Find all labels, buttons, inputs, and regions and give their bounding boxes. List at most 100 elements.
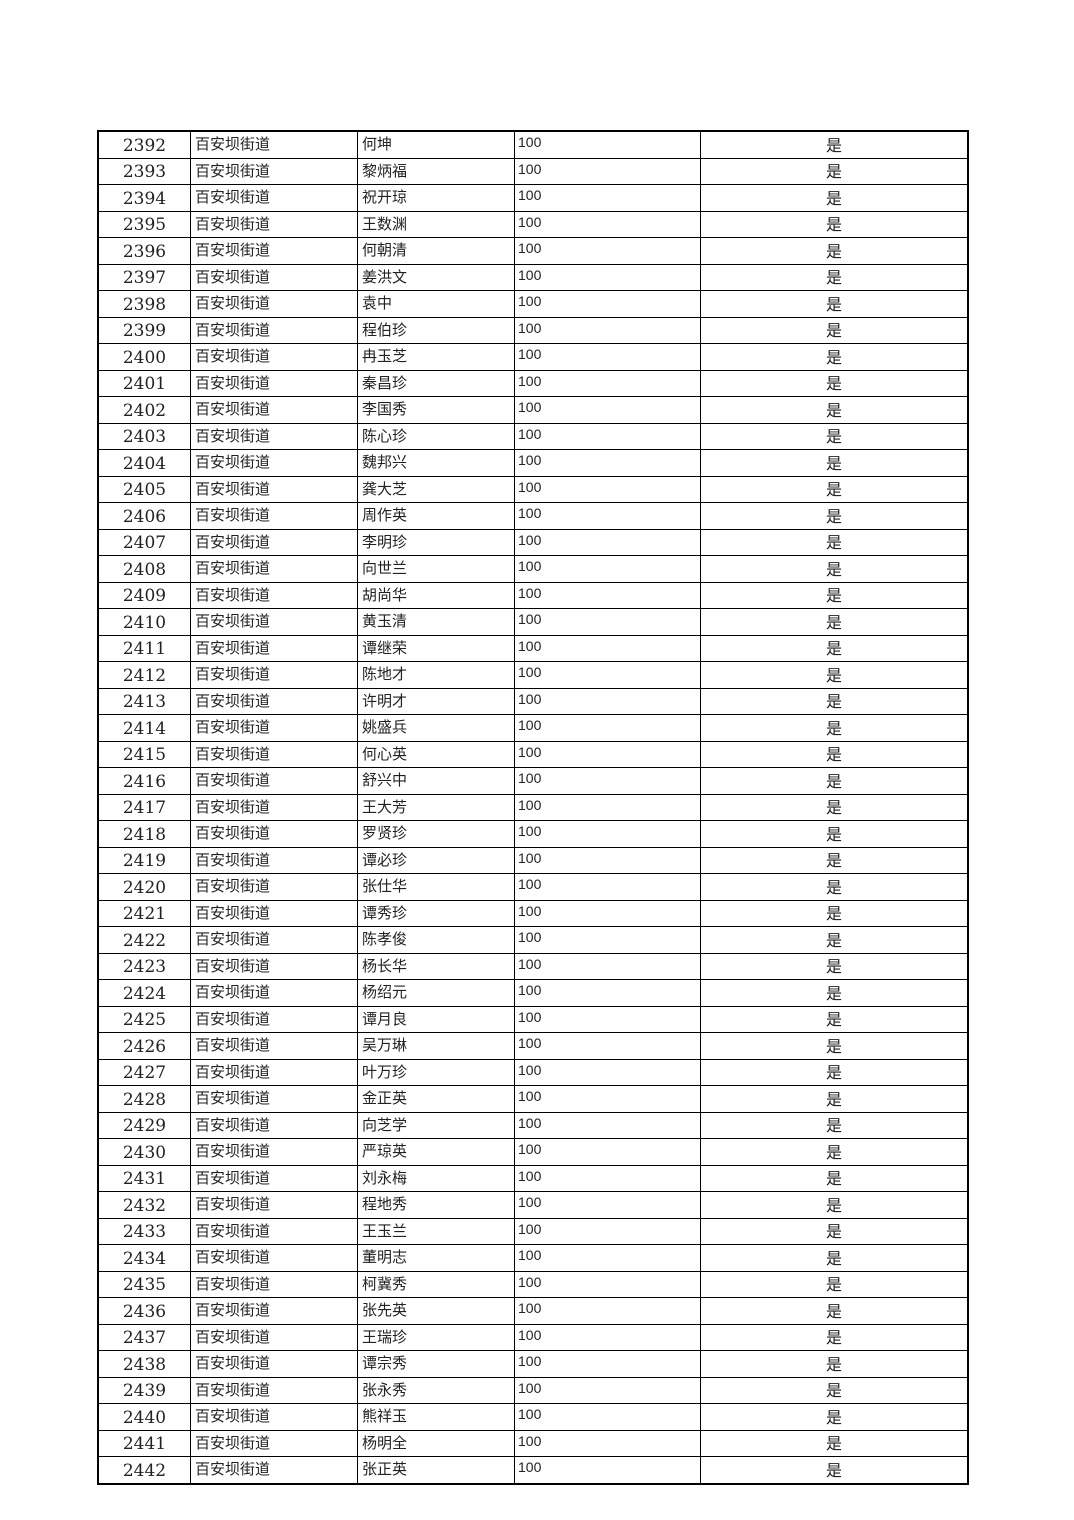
status-cell: 是	[700, 157, 969, 185]
amount-cell: 100	[514, 952, 701, 980]
name-cell: 董明志	[357, 1244, 515, 1272]
status-cell: 是	[700, 263, 969, 291]
amount-cell: 100	[514, 793, 701, 821]
amount-cell: 100	[514, 1005, 701, 1033]
serial-number-cell: 2418	[97, 820, 191, 848]
table-row: 2424 百安坝街道 杨绍元 100 是	[97, 979, 969, 1007]
name-cell: 谭月良	[357, 1005, 515, 1033]
amount-cell: 100	[514, 1270, 701, 1298]
name-cell: 谭必珍	[357, 846, 515, 874]
amount-cell: 100	[514, 926, 701, 954]
amount-cell: 100	[514, 1297, 701, 1325]
street-cell: 百安坝街道	[190, 1005, 358, 1033]
amount-cell: 100	[514, 1403, 701, 1431]
status-cell: 是	[700, 926, 969, 954]
status-cell: 是	[700, 528, 969, 556]
street-cell: 百安坝街道	[190, 1376, 358, 1404]
street-cell: 百安坝街道	[190, 873, 358, 901]
status-cell: 是	[700, 661, 969, 689]
street-cell: 百安坝街道	[190, 316, 358, 344]
street-cell: 百安坝街道	[190, 926, 358, 954]
amount-cell: 100	[514, 1323, 701, 1351]
table-row: 2426 百安坝街道 吴万琳 100 是	[97, 1032, 969, 1060]
street-cell: 百安坝街道	[190, 1350, 358, 1378]
table-row: 2422 百安坝街道 陈孝俊 100 是	[97, 926, 969, 954]
serial-number-cell: 2419	[97, 846, 191, 874]
table-row: 2395 百安坝街道 王数渊 100 是	[97, 210, 969, 238]
serial-number-cell: 2414	[97, 714, 191, 742]
street-cell: 百安坝街道	[190, 687, 358, 715]
status-cell: 是	[700, 1429, 969, 1457]
street-cell: 百安坝街道	[190, 1191, 358, 1219]
status-cell: 是	[700, 1058, 969, 1086]
status-cell: 是	[700, 873, 969, 901]
table-row: 2415 百安坝街道 何心英 100 是	[97, 740, 969, 768]
amount-cell: 100	[514, 449, 701, 477]
status-cell: 是	[700, 1403, 969, 1431]
table-row: 2428 百安坝街道 金正英 100 是	[97, 1085, 969, 1113]
amount-cell: 100	[514, 687, 701, 715]
serial-number-cell: 2398	[97, 290, 191, 318]
table-row: 2398 百安坝街道 袁中 100 是	[97, 290, 969, 318]
street-cell: 百安坝街道	[190, 422, 358, 450]
status-cell: 是	[700, 1297, 969, 1325]
serial-number-cell: 2421	[97, 899, 191, 927]
name-cell: 王瑞珍	[357, 1323, 515, 1351]
status-cell: 是	[700, 1244, 969, 1272]
serial-number-cell: 2433	[97, 1217, 191, 1245]
street-cell: 百安坝街道	[190, 740, 358, 768]
amount-cell: 100	[514, 714, 701, 742]
amount-cell: 100	[514, 1191, 701, 1219]
status-cell: 是	[700, 1350, 969, 1378]
serial-number-cell: 2407	[97, 528, 191, 556]
name-cell: 向芝学	[357, 1111, 515, 1139]
amount-cell: 100	[514, 210, 701, 238]
status-cell: 是	[700, 793, 969, 821]
name-cell: 陈地才	[357, 661, 515, 689]
name-cell: 李国秀	[357, 396, 515, 424]
status-cell: 是	[700, 555, 969, 583]
name-cell: 刘永梅	[357, 1164, 515, 1192]
table-row: 2431 百安坝街道 刘永梅 100 是	[97, 1164, 969, 1192]
status-cell: 是	[700, 449, 969, 477]
street-cell: 百安坝街道	[190, 130, 358, 159]
status-cell: 是	[700, 581, 969, 609]
serial-number-cell: 2410	[97, 608, 191, 636]
street-cell: 百安坝街道	[190, 1111, 358, 1139]
status-cell: 是	[700, 1191, 969, 1219]
table-row: 2437 百安坝街道 王瑞珍 100 是	[97, 1323, 969, 1351]
table-row: 2440 百安坝街道 熊祥玉 100 是	[97, 1403, 969, 1431]
status-cell: 是	[700, 237, 969, 265]
status-cell: 是	[700, 820, 969, 848]
street-cell: 百安坝街道	[190, 502, 358, 530]
table-row: 2425 百安坝街道 谭月良 100 是	[97, 1005, 969, 1033]
status-cell: 是	[700, 316, 969, 344]
table-row: 2408 百安坝街道 向世兰 100 是	[97, 555, 969, 583]
status-cell: 是	[700, 846, 969, 874]
status-cell: 是	[700, 899, 969, 927]
street-cell: 百安坝街道	[190, 1403, 358, 1431]
amount-cell: 100	[514, 581, 701, 609]
amount-cell: 100	[514, 422, 701, 450]
name-cell: 龚大芝	[357, 475, 515, 503]
street-cell: 百安坝街道	[190, 396, 358, 424]
amount-cell: 100	[514, 873, 701, 901]
street-cell: 百安坝街道	[190, 1058, 358, 1086]
name-cell: 吴万琳	[357, 1032, 515, 1060]
street-cell: 百安坝街道	[190, 237, 358, 265]
amount-cell: 100	[514, 1032, 701, 1060]
status-cell: 是	[700, 1111, 969, 1139]
table-row: 2396 百安坝街道 何朝清 100 是	[97, 237, 969, 265]
serial-number-cell: 2440	[97, 1403, 191, 1431]
amount-cell: 100	[514, 1058, 701, 1086]
status-cell: 是	[700, 979, 969, 1007]
amount-cell: 100	[514, 343, 701, 371]
status-cell: 是	[700, 1005, 969, 1033]
name-cell: 陈孝俊	[357, 926, 515, 954]
amount-cell: 100	[514, 608, 701, 636]
serial-number-cell: 2393	[97, 157, 191, 185]
name-cell: 王玉兰	[357, 1217, 515, 1245]
street-cell: 百安坝街道	[190, 1032, 358, 1060]
serial-number-cell: 2404	[97, 449, 191, 477]
street-cell: 百安坝街道	[190, 1270, 358, 1298]
